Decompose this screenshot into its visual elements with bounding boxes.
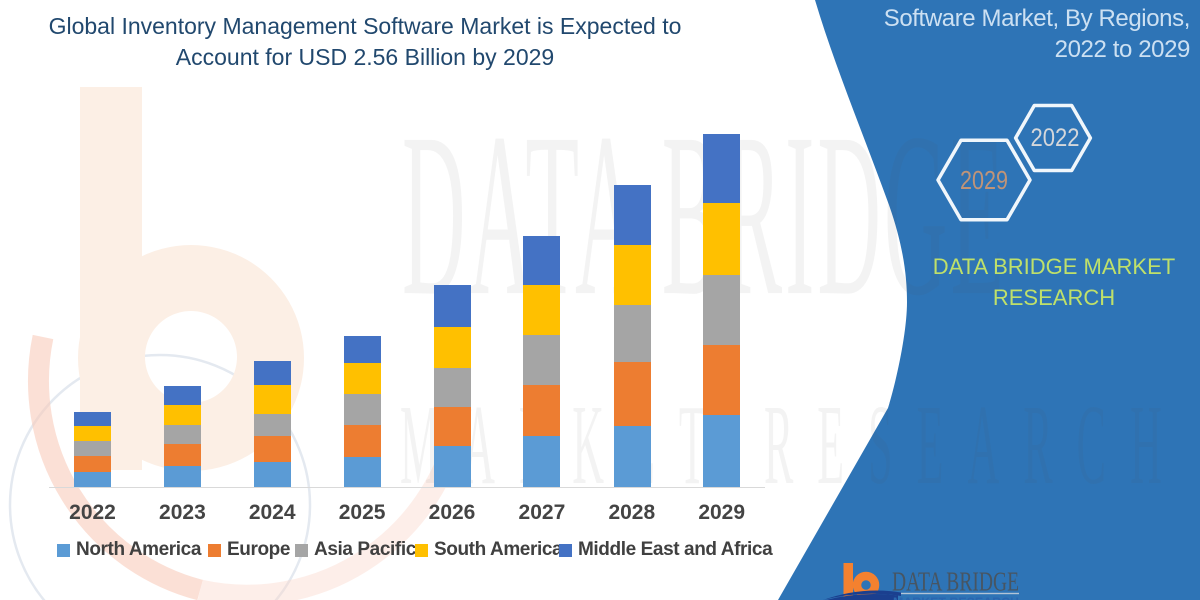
svg-text:DATA BRIDGE: DATA BRIDGE	[892, 567, 1019, 597]
svg-text:MARKET RESEARCH: MARKET RESEARCH	[893, 596, 1019, 600]
svg-text:2022: 2022	[1031, 124, 1080, 152]
svg-text:MARKET RESEARCH: MARKET RESEARCH	[400, 381, 1186, 508]
svg-text:2029: 2029	[960, 165, 1008, 195]
